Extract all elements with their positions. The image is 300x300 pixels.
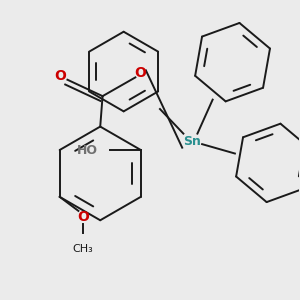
Text: Sn: Sn <box>183 135 200 148</box>
Text: O: O <box>55 69 66 83</box>
Text: O: O <box>134 66 146 80</box>
Text: HO: HO <box>76 143 98 157</box>
Text: O: O <box>77 210 89 224</box>
Text: CH₃: CH₃ <box>73 244 94 254</box>
